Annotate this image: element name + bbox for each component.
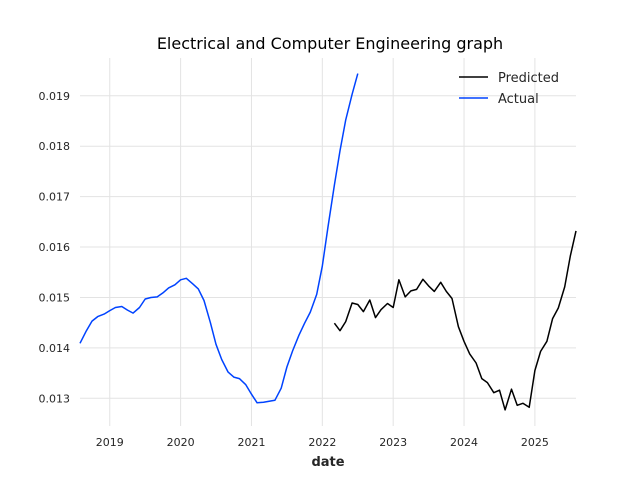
y-tick-label: 0.018 bbox=[39, 140, 71, 153]
legend-label-predicted: Predicted bbox=[498, 71, 559, 86]
y-tick-label: 0.014 bbox=[39, 342, 71, 355]
chart-title: Electrical and Computer Engineering grap… bbox=[157, 34, 503, 53]
x-tick-label: 2019 bbox=[96, 436, 124, 449]
y-tick-label: 0.013 bbox=[39, 392, 71, 405]
y-tick-label: 0.015 bbox=[39, 291, 71, 304]
series-line-actual bbox=[79, 73, 359, 404]
series-line-predicted bbox=[333, 230, 577, 411]
y-tick-label: 0.016 bbox=[39, 241, 71, 254]
x-tick-label: 2025 bbox=[521, 436, 549, 449]
legend-label-actual: Actual bbox=[498, 92, 539, 107]
x-tick-label: 2023 bbox=[379, 436, 407, 449]
x-axis: 2019 2020 2021 2022 2023 2024 2025 bbox=[96, 436, 549, 449]
legend: Predicted Actual bbox=[459, 71, 559, 107]
y-tick-label: 0.017 bbox=[39, 191, 71, 204]
x-tick-label: 2022 bbox=[308, 436, 336, 449]
x-tick-label: 2020 bbox=[167, 436, 195, 449]
grid bbox=[80, 58, 576, 426]
y-tick-label: 0.019 bbox=[39, 90, 71, 103]
x-tick-label: 2024 bbox=[450, 436, 478, 449]
x-tick-label: 2021 bbox=[237, 436, 265, 449]
y-axis: 0.013 0.014 0.015 0.016 0.017 0.018 0.019 bbox=[39, 90, 71, 405]
x-axis-label: date bbox=[311, 455, 344, 470]
series-lines bbox=[79, 73, 577, 411]
